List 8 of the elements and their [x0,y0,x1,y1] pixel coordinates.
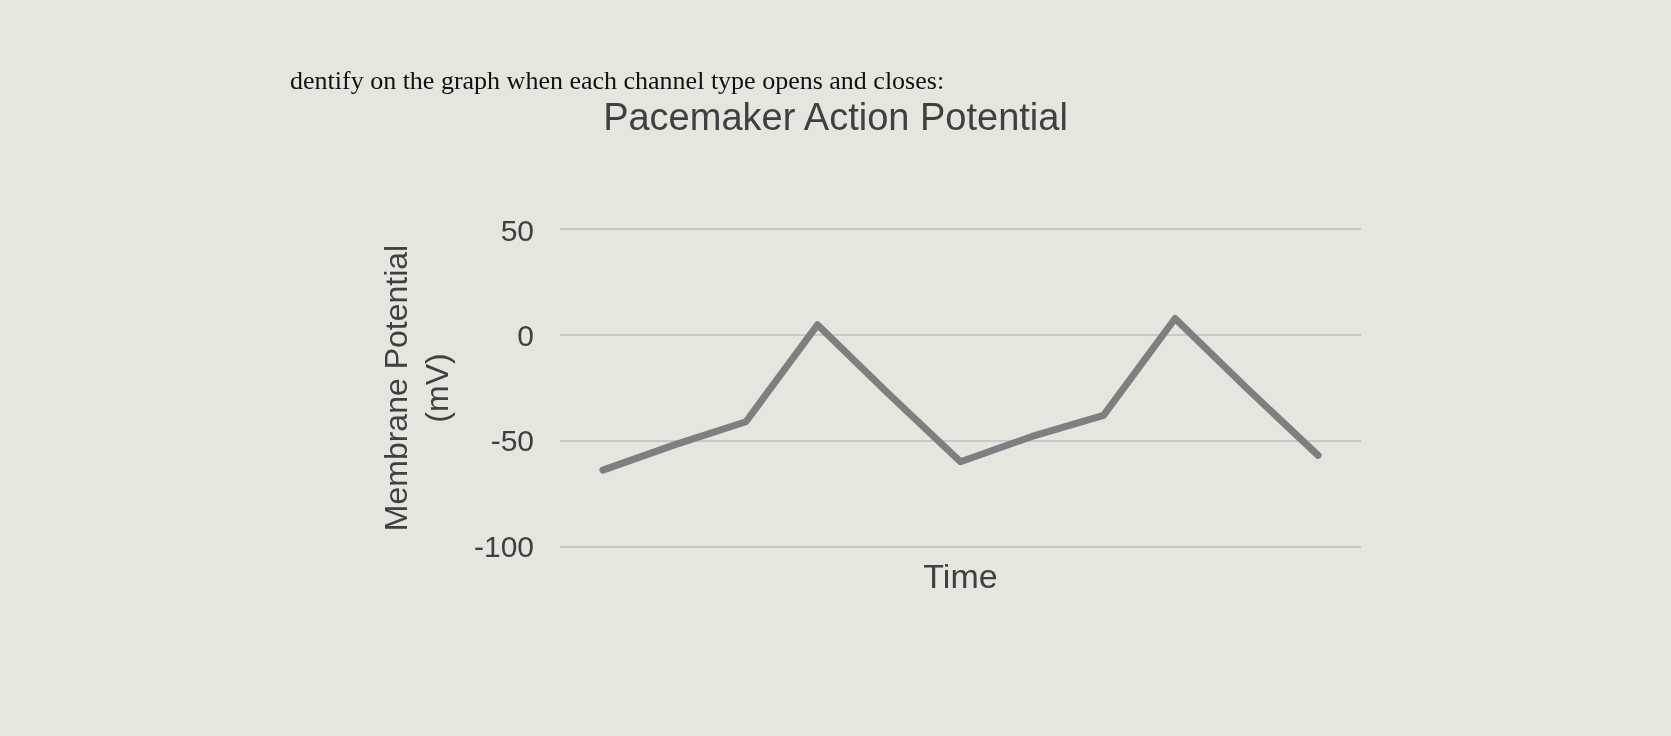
y-tick-label: -100 [473,529,534,563]
x-axis-title: Time [923,556,998,595]
y-tick-label: 50 [500,213,534,247]
y-tick-label: -50 [490,424,534,458]
y-axis-title: Membrane Potential (mV) [377,244,456,532]
y-tick-label: 0 [517,318,534,352]
text: dentify on the graph when each channel type opens and closes: [290,66,945,95]
chart-title: Pacemaker Action Potential [603,95,1068,138]
